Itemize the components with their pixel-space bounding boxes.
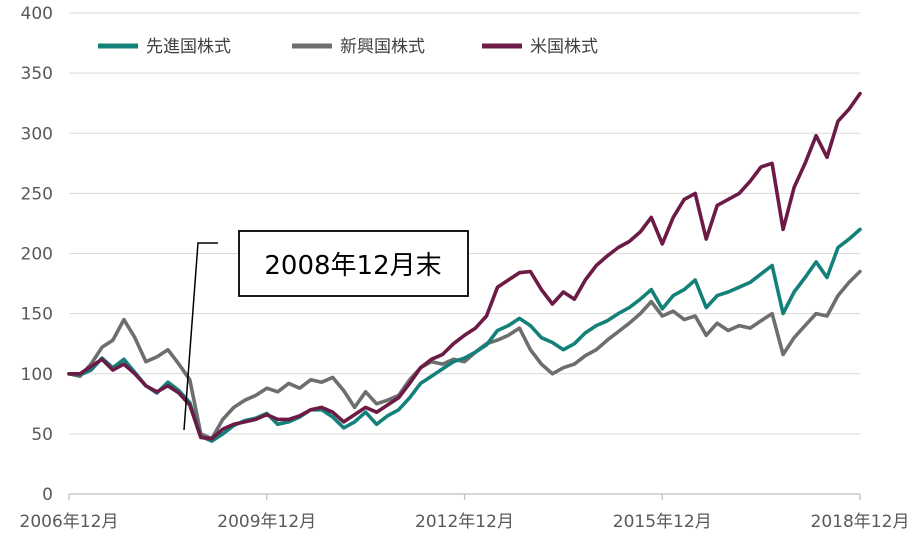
y-tick-label-200: 200	[21, 245, 53, 265]
series-line-us	[67, 91, 862, 441]
legend-item-emerging: 新興国株式	[292, 37, 425, 57]
legend: 先進国株式 新興国株式 米国株式	[98, 37, 598, 57]
x-tick-label-3: 2015年12月	[613, 512, 712, 532]
legend-item-us: 米国株式	[482, 37, 598, 57]
x-tick-label-2: 2012年12月	[415, 512, 514, 532]
y-tick-label-0: 0	[42, 485, 53, 505]
annotation-label: 2008年12月末	[264, 251, 441, 281]
legend-label-developed: 先進国株式	[146, 37, 231, 57]
x-tick-label-0: 2006年12月	[20, 512, 119, 532]
y-tick-label-100: 100	[21, 365, 53, 385]
y-tick-label-150: 150	[21, 305, 53, 325]
annotation-leader-line	[183, 242, 218, 431]
annotation-box	[238, 230, 469, 297]
legend-label-emerging: 新興国株式	[340, 37, 425, 57]
x-tick-label-1: 2009年12月	[217, 512, 316, 532]
y-tick-label-350: 350	[21, 64, 53, 84]
legend-item-developed: 先進国株式	[98, 37, 231, 57]
series-lines	[67, 91, 862, 443]
gridlines	[69, 12, 860, 435]
y-tick-label-300: 300	[21, 124, 53, 144]
annotation-callout: 2008年12月末	[183, 230, 469, 431]
axes: 0 50 100 150 200 250 300 350 400 2006年12月 2009年12月…	[20, 4, 910, 532]
legend-label-us: 米国株式	[530, 37, 598, 57]
y-tick-label-50: 50	[31, 425, 53, 445]
x-tick-label-4: 2018年12月	[811, 512, 910, 532]
y-tick-label-250: 250	[21, 184, 53, 204]
y-tick-label-400: 400	[21, 4, 53, 24]
